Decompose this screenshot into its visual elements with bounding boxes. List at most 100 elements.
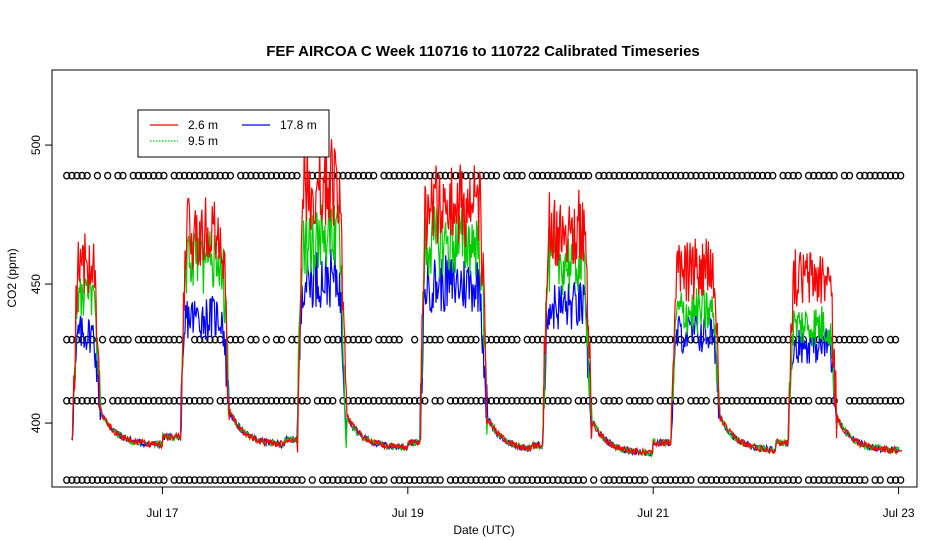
calibration-point: [308, 335, 316, 344]
calibration-point: [610, 396, 618, 405]
calibration-point: [196, 171, 204, 180]
calibration-point: [697, 171, 705, 180]
calibration-point: [324, 335, 332, 344]
calibration-point: [764, 396, 772, 405]
calibration-point: [242, 171, 250, 180]
series-line-2-6-m: [71, 139, 902, 457]
calibration-point: [324, 476, 332, 484]
calibration-point: [155, 476, 163, 484]
calibration-point: [866, 396, 874, 405]
calibration-point: [467, 335, 475, 344]
calibration-point: [891, 335, 900, 344]
calibration-point: [876, 335, 884, 344]
calibration-point: [451, 335, 460, 344]
calibration-point: [723, 476, 731, 484]
calibration-point: [871, 335, 879, 344]
calibration-point: [636, 335, 644, 344]
calibration-point: [185, 396, 194, 405]
calibration-point: [687, 476, 695, 484]
calibration-point: [861, 171, 869, 180]
calibration-point: [625, 476, 634, 484]
calibration-point: [395, 171, 403, 180]
calibration-point: [850, 476, 859, 484]
calibration-point: [144, 171, 153, 180]
calibration-point: [748, 476, 756, 484]
calibration-point: [329, 476, 337, 484]
calibration-point: [446, 476, 455, 484]
calibration-point: [758, 476, 767, 484]
calibration-point: [175, 396, 183, 405]
calibration-point: [508, 171, 516, 180]
calibration-point: [83, 171, 91, 180]
calibration-point: [508, 335, 516, 344]
calibration-point: [497, 396, 506, 405]
calibration-point: [98, 476, 107, 484]
calibration-point: [267, 476, 276, 484]
y-axis: 400 450 500: [29, 135, 52, 433]
legend-box: [137, 109, 330, 158]
calibration-point: [615, 171, 623, 180]
calibration-point: [359, 335, 368, 344]
calibration-point: [73, 171, 81, 180]
calibration-point: [584, 171, 593, 180]
calibration-point: [375, 476, 383, 484]
calibration-point: [497, 476, 506, 484]
calibration-point: [334, 171, 342, 180]
calibration-point: [462, 476, 470, 484]
calibration-point: [185, 476, 194, 484]
calibration-point: [620, 171, 629, 180]
calibration-point: [748, 171, 756, 180]
calibration-point: [190, 171, 199, 180]
calibration-point: [569, 171, 577, 180]
calibration-point: [451, 396, 460, 405]
calibration-point: [221, 476, 229, 484]
calibration-point: [610, 476, 618, 484]
calibration-point: [538, 476, 547, 484]
calibration-point: [144, 476, 153, 484]
calibration-point: [318, 396, 327, 405]
calibration-point: [349, 476, 357, 484]
calibration-point: [804, 396, 813, 405]
calibration-point: [671, 476, 680, 484]
calibration-point: [753, 335, 762, 344]
calibration-point: [625, 396, 634, 405]
calibration-point: [728, 476, 736, 484]
calibration-point: [605, 396, 613, 405]
calibration-point: [129, 171, 137, 180]
calibration-point: [405, 171, 414, 180]
calibration-point: [559, 396, 567, 405]
calibration-point: [114, 476, 122, 484]
calibration-point: [687, 171, 695, 180]
legend-label: 17.8 m: [280, 118, 317, 132]
x-tick-label: Jul 17: [146, 506, 178, 520]
calibration-point: [395, 476, 403, 484]
legend: 2.6 m 9.5 m 17.8 m: [137, 109, 330, 158]
calibration-point: [329, 396, 337, 405]
calibration-point: [206, 335, 214, 344]
calibration-point: [810, 476, 818, 484]
calibration-point: [354, 335, 363, 344]
calibration-point: [753, 476, 762, 484]
calibration-point: [712, 476, 721, 484]
calibration-point: [579, 171, 588, 180]
calibration-point: [487, 396, 496, 405]
calibration-point: [804, 171, 813, 180]
calibration-point: [743, 476, 751, 484]
calibration-point: [196, 335, 204, 344]
calibration-point: [876, 171, 884, 180]
calibration-point: [835, 476, 843, 484]
calibration-point: [231, 396, 240, 405]
calibration-point: [871, 396, 879, 405]
calibration-point: [83, 476, 91, 484]
calibration-point: [554, 335, 562, 344]
calibration-point: [446, 171, 455, 180]
calibration-point: [528, 335, 536, 344]
calibration-point: [651, 335, 659, 344]
calibration-point: [574, 396, 583, 405]
calibration-point: [666, 171, 675, 180]
calibration-point: [221, 171, 229, 180]
calibration-point: [467, 396, 475, 405]
calibration-point: [180, 171, 189, 180]
calibration-point: [380, 335, 388, 344]
calibration-point: [170, 396, 178, 405]
